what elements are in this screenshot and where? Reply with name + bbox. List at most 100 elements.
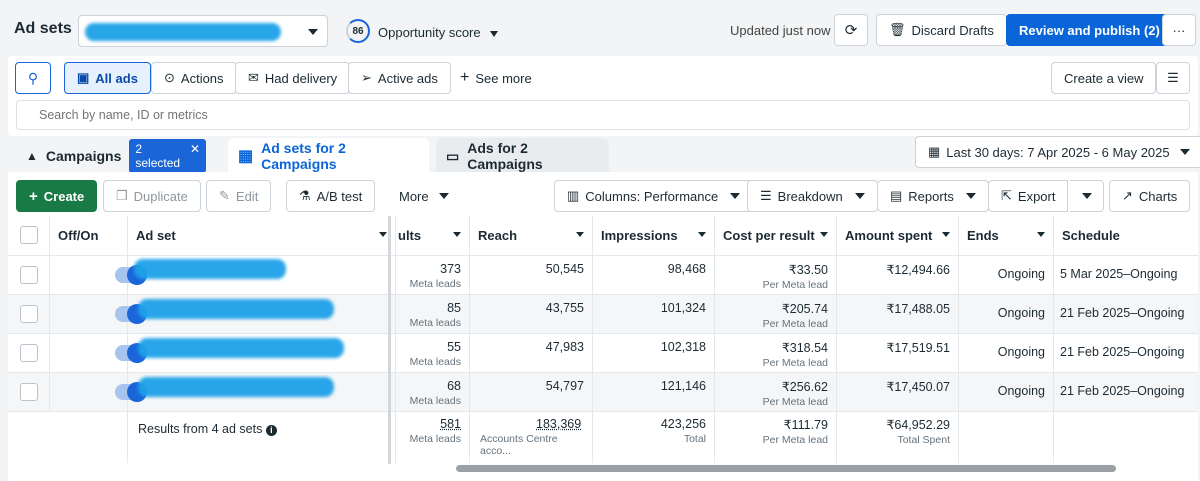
- summary-label: Results from 4 ad sets: [138, 422, 263, 436]
- summary-impressions-value: 423,256: [660, 417, 706, 431]
- caret-down-icon: [854, 193, 865, 199]
- row-ad-set-name[interactable]: [128, 373, 396, 411]
- create-view-button[interactable]: Create a view: [1051, 62, 1157, 94]
- info-icon[interactable]: i: [265, 425, 277, 436]
- row-select-cell: [8, 373, 50, 411]
- summary-cost-value: ₹111.79: [783, 418, 828, 432]
- summary-results: 581 Meta leads: [396, 411, 470, 463]
- row-checkbox[interactable]: [20, 305, 38, 323]
- row-reach: 47,983: [470, 334, 593, 372]
- refresh-button[interactable]: ⟳: [834, 14, 868, 46]
- tab-ads[interactable]: ▭ Ads for 2 Campaigns: [436, 138, 609, 174]
- active-ads-filter[interactable]: ➢ Active ads: [348, 62, 451, 94]
- cost-value: ₹318.54: [781, 341, 828, 355]
- results-value: 68: [447, 379, 461, 393]
- create-button[interactable]: + Create: [16, 180, 98, 212]
- search-input[interactable]: [16, 100, 1190, 130]
- edit-button[interactable]: ✎ Edit: [206, 180, 272, 212]
- tab-adsets[interactable]: ▦ Ad sets for 2 Campaigns: [228, 138, 429, 174]
- caret-down-icon: [965, 193, 976, 199]
- row-results: 55 Meta leads: [396, 334, 470, 372]
- actions-filter[interactable]: ⊙ Actions: [151, 62, 237, 94]
- selected-chip[interactable]: 2 selected ✕: [129, 139, 206, 173]
- envelope-icon: ✉: [248, 70, 259, 85]
- opportunity-score-text: Opportunity score: [378, 25, 481, 40]
- row-checkbox[interactable]: [20, 266, 38, 284]
- row-spent: ₹12,494.66: [837, 256, 959, 294]
- col-amount-spent[interactable]: Amount spent: [837, 216, 959, 255]
- ab-test-button[interactable]: ⚗ A/B test: [286, 180, 376, 212]
- col-schedule[interactable]: Schedule: [1062, 228, 1120, 243]
- date-range-picker[interactable]: ▦ Last 30 days: 7 Apr 2025 - 6 May 2025: [915, 136, 1200, 168]
- chart-icon: ↗: [1122, 188, 1133, 203]
- opportunity-score-label[interactable]: Opportunity score: [378, 25, 499, 40]
- export-button[interactable]: ⇱ Export: [988, 180, 1069, 212]
- caret-down-icon: [453, 232, 461, 237]
- table-row[interactable]: 68 Meta leads 54,797 121,146 ₹256.62 Per Meta…: [8, 373, 1198, 412]
- row-ad-set-name[interactable]: [128, 334, 396, 372]
- close-icon[interactable]: ✕: [189, 142, 200, 156]
- actions-label: Actions: [180, 70, 224, 86]
- edit-label: Edit: [235, 188, 259, 204]
- table-row[interactable]: 373 Meta leads 50,545 98,468 ₹33.50 Per Meta …: [8, 256, 1198, 295]
- row-checkbox[interactable]: [20, 344, 38, 362]
- charts-button[interactable]: ↗ Charts: [1109, 180, 1191, 212]
- export-options-button[interactable]: [1070, 180, 1104, 212]
- redacted-ad-set-name: [134, 259, 286, 279]
- row-ad-set-name[interactable]: [128, 295, 396, 333]
- breakdown-icon: ☰: [760, 188, 772, 203]
- more-actions-button[interactable]: More: [387, 180, 461, 212]
- reports-button[interactable]: ▤ Reports: [877, 180, 989, 212]
- opportunity-score-badge[interactable]: 86: [346, 19, 370, 43]
- select-all-checkbox[interactable]: [20, 226, 38, 244]
- columns-button[interactable]: ▥ Columns: Performance: [554, 180, 754, 212]
- col-impressions[interactable]: Impressions: [593, 216, 715, 255]
- row-checkbox[interactable]: [20, 383, 38, 401]
- all-ads-filter[interactable]: ▣ All ads: [64, 62, 151, 94]
- more-options-button[interactable]: ···: [1162, 14, 1196, 46]
- had-delivery-label: Had delivery: [264, 70, 338, 86]
- col-ends[interactable]: Ends: [959, 216, 1054, 255]
- tab-campaigns[interactable]: ▲ Campaigns 2 selected ✕: [16, 138, 216, 174]
- cost-sub: Per Meta lead: [762, 357, 828, 369]
- col-ad-set[interactable]: Ad set: [128, 216, 396, 255]
- col-results[interactable]: ults: [396, 216, 470, 255]
- caret-down-icon: [698, 232, 706, 237]
- discard-drafts-button[interactable]: 🗑 Discard Drafts: [876, 14, 1007, 46]
- cost-value: ₹256.62: [781, 380, 828, 394]
- col-off-on[interactable]: Off/On: [50, 216, 128, 255]
- search-button[interactable]: ⚲: [15, 62, 51, 94]
- col-reach[interactable]: Reach: [470, 216, 593, 255]
- caret-down-icon: [1179, 149, 1190, 155]
- results-sub: Meta leads: [409, 317, 461, 329]
- row-reach: 54,797: [470, 373, 593, 411]
- results-sub: Meta leads: [409, 395, 461, 407]
- caret-down-icon: [438, 193, 449, 199]
- see-more-button[interactable]: + See more: [448, 62, 544, 94]
- row-ends: Ongoing: [959, 256, 1054, 294]
- frozen-column-divider[interactable]: [388, 216, 391, 464]
- col-cost-per-result[interactable]: Cost per result: [715, 216, 837, 255]
- caret-down-icon: [576, 232, 584, 237]
- campaign-selector[interactable]: [78, 15, 328, 47]
- ad-icon: ▭: [446, 147, 460, 164]
- table-row[interactable]: 85 Meta leads 43,755 101,324 ₹205.74 Per Meta…: [8, 295, 1198, 334]
- pencil-icon: ✎: [219, 188, 230, 203]
- summary-reach-value: 183,369: [536, 417, 582, 431]
- review-publish-button[interactable]: Review and publish (2): [1006, 14, 1173, 46]
- redacted-ad-set-name: [138, 377, 334, 397]
- cost-value: ₹205.74: [781, 302, 828, 316]
- had-delivery-filter[interactable]: ✉ Had delivery: [235, 62, 351, 94]
- table-row[interactable]: 55 Meta leads 47,983 102,318 ₹318.54 Per Meta…: [8, 334, 1198, 373]
- row-reach: 43,755: [470, 295, 593, 333]
- row-results: 373 Meta leads: [396, 256, 470, 294]
- cost-value: ₹33.50: [788, 263, 828, 277]
- spent-value: ₹17,519.51: [886, 341, 950, 355]
- row-ad-set-name[interactable]: [128, 256, 396, 294]
- duplicate-button[interactable]: ❐ Duplicate: [103, 180, 201, 212]
- breakdown-button[interactable]: ☰ Breakdown: [747, 180, 878, 212]
- breakdown-label: Breakdown: [777, 188, 843, 204]
- horizontal-scrollbar[interactable]: [456, 465, 1116, 472]
- filter-settings-button[interactable]: ☰: [1156, 62, 1190, 94]
- col-results-label: ults: [398, 228, 422, 243]
